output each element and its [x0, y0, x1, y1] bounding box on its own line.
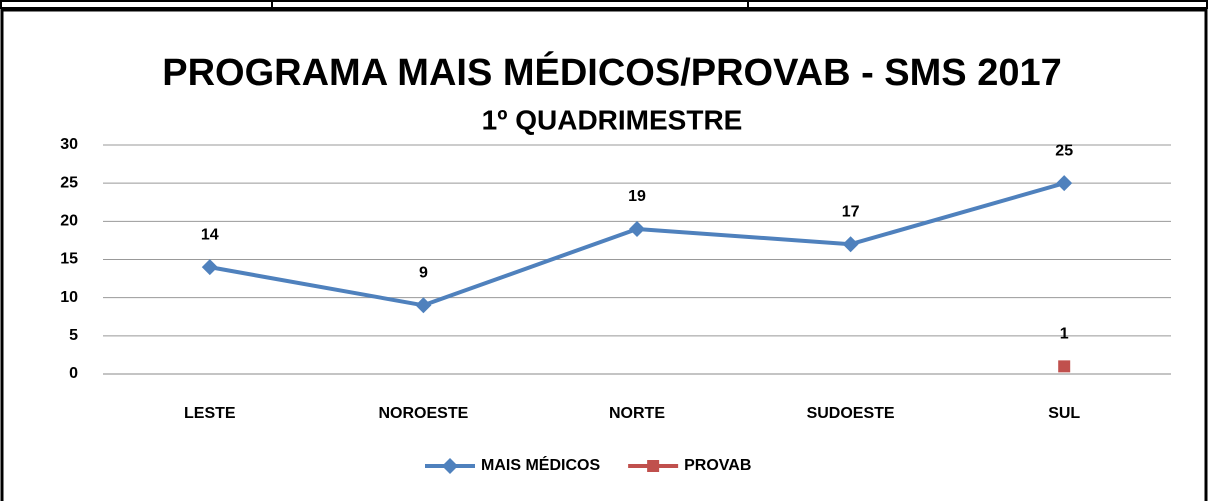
- point-marker: [415, 297, 432, 314]
- y-tick-label: 25: [60, 174, 78, 191]
- data-label: 9: [419, 265, 428, 282]
- data-label: 19: [628, 188, 646, 205]
- y-tick-label: 20: [60, 213, 78, 230]
- data-label: 25: [1055, 142, 1073, 159]
- y-tick-label: 30: [60, 136, 78, 153]
- legend-label: MAIS MÉDICOS: [481, 455, 600, 474]
- point-marker: [1056, 175, 1073, 192]
- sheet-row: [0, 0, 1208, 9]
- x-tick-label: SUDOESTE: [807, 405, 895, 422]
- y-tick-label: 0: [69, 365, 78, 382]
- point-marker: [842, 236, 859, 253]
- x-tick-label: SUL: [1048, 405, 1080, 422]
- legend-label: PROVAB: [684, 457, 751, 474]
- chart-title: PROGRAMA MAIS MÉDICOS/PROVAB - SMS 2017: [162, 50, 1061, 94]
- point-marker: [629, 220, 645, 237]
- point-marker: [1058, 360, 1071, 373]
- chart-subtitle: 1º QUADRIMESTRE: [482, 104, 743, 135]
- data-label: 1: [1060, 326, 1069, 343]
- legend-marker: [647, 460, 660, 472]
- data-label: 14: [201, 226, 219, 243]
- x-tick-label: NORTE: [609, 405, 665, 422]
- legend-marker: [442, 458, 458, 474]
- y-tick-label: 5: [69, 327, 78, 344]
- point-marker: [201, 259, 218, 276]
- data-label: 17: [842, 203, 860, 220]
- x-tick-label: NOROESTE: [379, 405, 469, 422]
- chart-border: [0, 8, 1208, 501]
- y-tick-label: 15: [60, 251, 78, 268]
- x-tick-label: LESTE: [184, 405, 236, 422]
- y-tick-label: 10: [60, 289, 78, 306]
